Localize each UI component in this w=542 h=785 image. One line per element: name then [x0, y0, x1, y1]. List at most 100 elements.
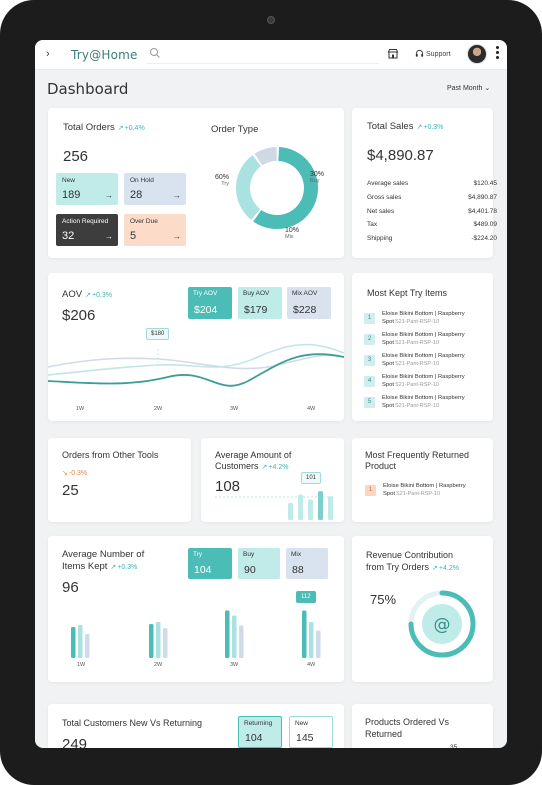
item-name: Eloise Bikini Bottom | Raspberry	[382, 395, 465, 401]
trend-up-icon: ↗	[85, 292, 91, 299]
app-logo[interactable]: Try@Home	[71, 48, 138, 62]
legend-try-pct: 60%	[214, 174, 229, 181]
x-tick: 2W	[154, 406, 163, 412]
screen: › Try@Home Support Dashboard Past Month …	[35, 40, 507, 748]
item-spot: Spot	[382, 319, 394, 325]
chip-value: 90	[244, 564, 256, 576]
item-name: Eloise Bikini Bottom | Raspberry	[382, 374, 465, 380]
most-kept-card: Most Kept Try Items 1 Eloise Bikini Botto…	[352, 273, 493, 421]
total-sales-value: $4,890.87	[367, 147, 434, 164]
item-sku: S21-Pant-RSP-10	[396, 491, 441, 497]
bar[interactable]	[309, 622, 314, 658]
bar[interactable]	[156, 622, 161, 658]
chip-label: Try AOV	[193, 290, 218, 297]
sales-row: Tax $489.09	[367, 221, 497, 228]
ring-center	[422, 604, 462, 644]
bar[interactable]	[328, 496, 333, 520]
x-tick: 1W	[77, 662, 86, 668]
ring-progress	[408, 590, 476, 658]
aov-title: AOV ↗+0.3%	[62, 289, 112, 300]
chip-label: Mix AOV	[292, 290, 318, 297]
tile-new-value: 189	[62, 189, 81, 201]
chip-label: Buy AOV	[243, 290, 270, 297]
sales-row: Net sales $4,401.78	[367, 208, 497, 215]
dotted-baseline	[215, 496, 335, 498]
bar[interactable]	[298, 494, 303, 521]
trend-up-icon: ↗	[117, 125, 124, 132]
store-icon[interactable]	[387, 48, 399, 60]
bar[interactable]	[163, 628, 168, 658]
donut-slice-mix[interactable]	[254, 147, 278, 166]
tile-new[interactable]: New 189 →	[56, 173, 118, 205]
item-rank: 4	[364, 376, 375, 387]
at-icon: @	[434, 615, 451, 635]
x-tick: 2W	[154, 662, 163, 668]
chip-mix-aov[interactable]: Mix AOV $228	[287, 287, 331, 319]
bar[interactable]	[225, 610, 230, 659]
chip-returning[interactable]: Returning 104	[238, 716, 282, 748]
items-kept-bar-chart	[71, 610, 321, 659]
item-spot: Spot	[383, 491, 395, 497]
revenue-title: Revenue Contribution from Try Orders ↗+4.2…	[366, 550, 459, 572]
support-button[interactable]: Support	[415, 49, 451, 58]
item-rank: 5	[364, 397, 375, 408]
bar[interactable]	[308, 499, 313, 520]
avg-customers-value: 108	[215, 478, 241, 495]
other-tools-trend: -0.3%	[68, 470, 88, 477]
item-sku: S21-Pant-RSP-10	[395, 319, 440, 325]
bar[interactable]	[318, 491, 323, 520]
bar[interactable]	[239, 625, 244, 659]
donut-slice-buy[interactable]	[236, 155, 262, 220]
chip-value: $179	[244, 304, 268, 316]
revenue-trend: +4.2%	[438, 565, 459, 572]
line-try	[48, 353, 344, 387]
period-dropdown[interactable]: Past Month ⌄	[447, 84, 490, 92]
item-rank: 3	[364, 355, 375, 366]
tile-on-hold[interactable]: On Hold 28 →	[124, 173, 186, 205]
bar[interactable]	[288, 503, 293, 520]
chip-value: 145	[296, 732, 314, 744]
chip-try[interactable]: Try 104	[188, 548, 232, 579]
legend-buy-pct: 30%	[310, 171, 325, 178]
tile-action-required-label: Action Required	[62, 218, 109, 225]
bar[interactable]	[149, 624, 154, 658]
aov-value: $206	[62, 307, 96, 324]
trend-up-icon: ↗	[416, 124, 423, 131]
chip-try-aov[interactable]: Try AOV $204	[188, 287, 232, 319]
tile-over-due-value: 5	[130, 230, 137, 242]
bar[interactable]	[85, 634, 90, 658]
donut-slice-try[interactable]	[253, 147, 318, 229]
page-title: Dashboard	[47, 80, 129, 98]
search-input[interactable]	[147, 46, 379, 64]
tile-action-required[interactable]: Action Required 32 →	[56, 214, 118, 246]
item-sku: S21-Pant-RSP-10	[395, 361, 440, 367]
item-rank: 1	[364, 313, 375, 324]
more-menu-icon[interactable]	[496, 46, 500, 61]
most-kept-title: Most Kept Try Items	[367, 288, 448, 298]
bar[interactable]	[71, 627, 76, 658]
bar[interactable]	[78, 625, 83, 658]
item-name: Eloise Bikini Bottom | Raspberry	[382, 353, 465, 359]
headset-icon	[415, 49, 424, 57]
tile-over-due[interactable]: Over Due 5 →	[124, 214, 186, 246]
chip-label: Mix	[291, 551, 302, 558]
chip-mix[interactable]: Mix 88	[286, 548, 328, 579]
aov-trend: +0.3%	[91, 292, 112, 299]
avatar[interactable]	[467, 44, 487, 64]
bar[interactable]	[232, 615, 237, 659]
bar[interactable]	[316, 630, 321, 659]
item-rank: 1	[365, 485, 376, 496]
chip-new[interactable]: New 145	[289, 716, 333, 748]
total-sales-trend: +0.3%	[423, 124, 444, 131]
chip-buy[interactable]: Buy 90	[238, 548, 280, 579]
aov-card: AOV ↗+0.3% $206 Try AOV $204 Buy AOV $179 M…	[48, 273, 344, 421]
chip-buy-aov[interactable]: Buy AOV $179	[238, 287, 282, 319]
bar[interactable]	[302, 610, 307, 659]
chevron-right-icon[interactable]: ›	[46, 48, 50, 60]
sales-row: Shipping -$224.20	[367, 235, 497, 242]
item-spot: Spot	[382, 340, 394, 346]
arrow-right-icon: →	[105, 191, 113, 200]
total-orders-title: Total Orders ↗+0.4%	[63, 122, 145, 133]
x-tick: 3W	[230, 406, 239, 412]
